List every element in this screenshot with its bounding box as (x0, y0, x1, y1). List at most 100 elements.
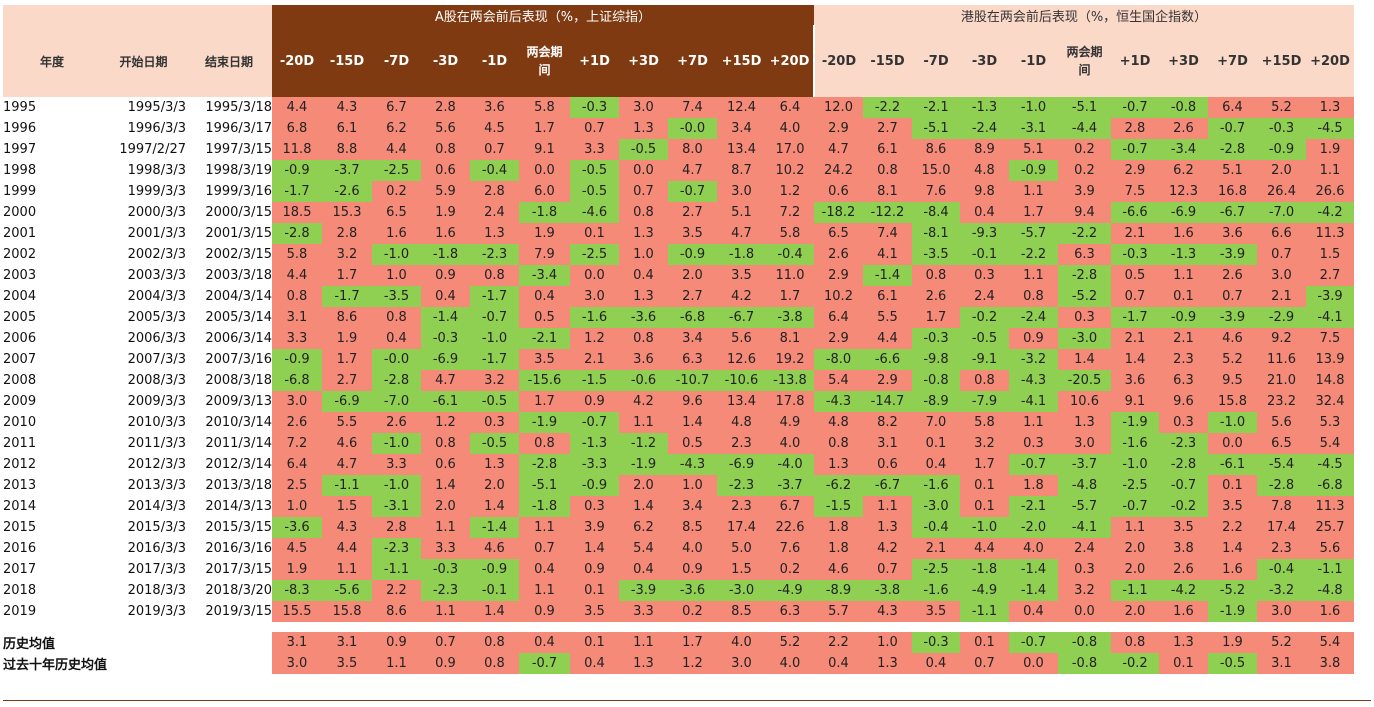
cell-a-0-4: 3.6 (470, 97, 519, 118)
cell-a-8-3: 0.9 (421, 265, 470, 286)
cell-h-0-5: -5.1 (1058, 97, 1111, 118)
cell-a-8-2: 1.0 (372, 265, 421, 286)
cell-a-6-0: -2.8 (272, 223, 322, 244)
cell-a-4-1: -2.6 (322, 181, 372, 202)
cell-a-5-2: 6.5 (372, 202, 421, 223)
cell-a-5-4: 2.4 (470, 202, 519, 223)
cell-a-19-6: 0.3 (570, 496, 619, 517)
cell-h-22-2: -2.5 (912, 559, 960, 580)
cell-a-24-7: 3.3 (619, 601, 668, 622)
cell-h-23-0: -8.9 (814, 580, 863, 601)
cell-h-20-10: 25.7 (1306, 517, 1354, 538)
cell-h-15-9: 5.6 (1257, 412, 1306, 433)
cell-h-23-1: -3.8 (863, 580, 912, 601)
cell-a-19-5: -1.8 (519, 496, 570, 517)
cell-a-3-3: 0.6 (421, 160, 470, 181)
end-date-cell: 2008/3/18 (205, 373, 272, 388)
a-col-header-4: -1D (470, 25, 519, 97)
cell-a-22-5: 0.4 (519, 559, 570, 580)
cell-a-18-6: -0.9 (570, 475, 619, 496)
cell-h-7-4: -2.2 (1009, 244, 1058, 265)
cell-h-3-9: 2.0 (1257, 160, 1306, 181)
cell-a-avg0-3: 0.7 (421, 632, 470, 653)
cell-h-16-3: 3.2 (960, 433, 1009, 454)
cell-a-9-10: 1.7 (766, 286, 814, 307)
cell-a-11-7: 0.8 (619, 328, 668, 349)
table-row: 2012 2012/3/3 2012/3/14 6.4 4.7 3.3 0.6 1.3 -2.8… (3, 454, 1354, 475)
cell-h-7-6: -0.3 (1111, 244, 1159, 265)
cell-a-21-3: 3.3 (421, 538, 470, 559)
start-date-cell: 1999/3/3 (127, 184, 186, 199)
cell-h-21-6: 2.0 (1111, 538, 1159, 559)
end-date-cell: 1997/3/15 (205, 142, 272, 157)
start-date-cell: 2016/3/3 (127, 541, 186, 556)
table-row: 2011 2011/3/3 2011/3/14 7.2 4.6 -1.0 0.8 -0.5 0.… (3, 433, 1354, 454)
year-cell: 2014 (3, 499, 37, 514)
cell-a-13-5: -15.6 (519, 370, 570, 391)
cell-h-23-9: -3.2 (1257, 580, 1306, 601)
cell-h-5-4: 1.7 (1009, 202, 1058, 223)
cell-h-21-4: 4.0 (1009, 538, 1058, 559)
cell-a-16-10: 4.0 (766, 433, 814, 454)
cell-h-12-4: -3.2 (1009, 349, 1058, 370)
cell-h-14-9: 23.2 (1257, 391, 1306, 412)
cell-a-23-0: -8.3 (272, 580, 322, 601)
cell-h-17-5: -3.7 (1058, 454, 1111, 475)
cell-a-5-8: 2.7 (668, 202, 717, 223)
cell-h-6-9: 6.6 (1257, 223, 1306, 244)
cell-a-2-2: 4.4 (372, 139, 421, 160)
end-date-cell: 2003/3/18 (205, 268, 272, 283)
cell-a-2-6: 3.3 (570, 139, 619, 160)
cell-h-avg0-4: -0.7 (1009, 632, 1058, 653)
cell-a-18-3: 1.4 (421, 475, 470, 496)
cell-h-20-9: 17.4 (1257, 517, 1306, 538)
cell-h-8-1: -1.4 (863, 265, 912, 286)
cell-h-16-4: 0.3 (1009, 433, 1058, 454)
cell-a-9-8: 2.7 (668, 286, 717, 307)
table-row: 2017 2017/3/3 2017/3/15 1.9 1.1 -1.1 -0.3 -0.9 0… (3, 559, 1354, 580)
cell-h-24-7: 1.6 (1159, 601, 1208, 622)
start-date-cell: 2019/3/3 (127, 604, 186, 619)
year-cell: 2002 (3, 247, 37, 262)
cell-h-3-3: 4.8 (960, 160, 1009, 181)
cell-h-2-9: -0.9 (1257, 139, 1306, 160)
cell-h-23-5: 3.2 (1058, 580, 1111, 601)
cell-a-4-3: 5.9 (421, 181, 470, 202)
year-cell: 2007 (3, 352, 37, 367)
cell-a-0-8: 7.4 (668, 97, 717, 118)
start-date-cell: 2005/3/3 (127, 310, 186, 325)
cell-h-13-7: 6.3 (1159, 370, 1208, 391)
left-header-1: 开始日期 (101, 25, 186, 97)
cell-h-18-8: 0.1 (1208, 475, 1257, 496)
start-date-cell: 2002/3/3 (127, 247, 186, 262)
year-cell: 1997 (3, 142, 37, 157)
cell-a-15-7: 1.1 (619, 412, 668, 433)
cell-h-8-10: 2.7 (1306, 265, 1354, 286)
cell-h-10-0: 6.4 (814, 307, 863, 328)
cell-a-14-4: -0.5 (470, 391, 519, 412)
cell-a-3-5: 0.0 (519, 160, 570, 181)
cell-h-24-8: -1.9 (1208, 601, 1257, 622)
cell-h-11-10: 7.5 (1306, 328, 1354, 349)
cell-h-21-2: 2.1 (912, 538, 960, 559)
cell-h-8-2: 0.8 (912, 265, 960, 286)
cell-h-0-2: -2.1 (912, 97, 960, 118)
cell-h-12-5: 1.4 (1058, 349, 1111, 370)
year-cell: 2012 (3, 457, 37, 472)
cell-h-8-4: 1.1 (1009, 265, 1058, 286)
cell-a-24-1: 15.8 (322, 601, 372, 622)
cell-h-10-4: -2.4 (1009, 307, 1058, 328)
table-row: 2013 2013/3/3 2013/3/18 2.5 -1.1 -1.0 1.4 2.0 -5… (3, 475, 1354, 496)
cell-a-19-0: 1.0 (272, 496, 322, 517)
year-cell: 2001 (3, 226, 37, 241)
performance-table: A股在两会前后表现（%，上证综指） 港股在两会前后表现（%，恒生国企指数） 年度… (3, 5, 1354, 674)
cell-h-avg0-0: 2.2 (814, 632, 863, 653)
start-date-cell: 2007/3/3 (127, 352, 186, 367)
table-row: 2018 2018/3/3 2018/3/20 -8.3 -5.6 2.2 -2.3 -0.1… (3, 580, 1354, 601)
cell-h-avg0-1: 1.0 (863, 632, 912, 653)
cell-h-22-9: -0.4 (1257, 559, 1306, 580)
cell-h-3-8: 5.1 (1208, 160, 1257, 181)
cell-h-7-5: 6.3 (1058, 244, 1111, 265)
cell-h-avg0-7: 1.3 (1159, 632, 1208, 653)
cell-a-7-5: 7.9 (519, 244, 570, 265)
